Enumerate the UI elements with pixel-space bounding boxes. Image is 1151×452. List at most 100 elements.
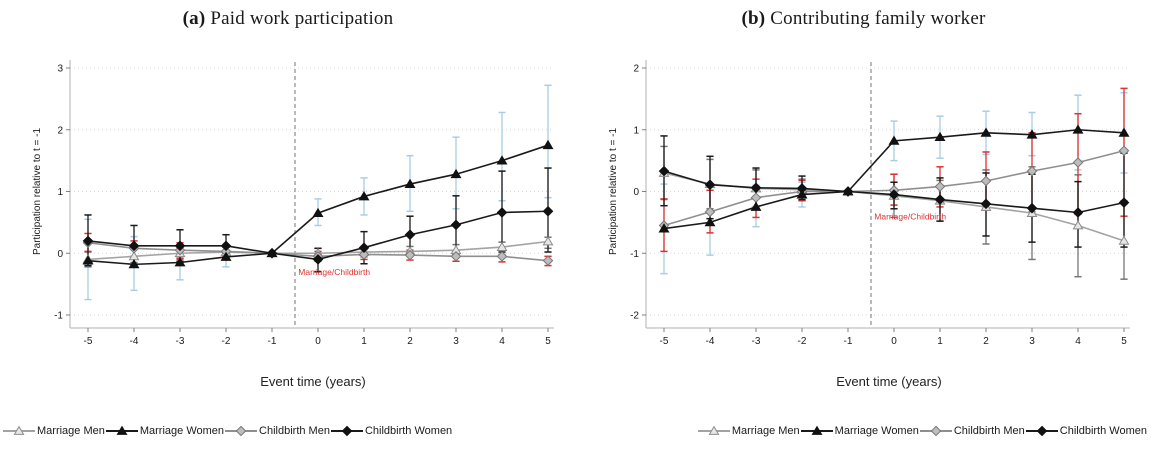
panel-paid-work: (a) Paid work participation 3 2 1 0 -1 Partic…	[0, 8, 576, 437]
x-axis: -5 -4 -3 -2 -1 0 1 2 3 4 5	[646, 327, 1130, 347]
y-tick-label: -2	[630, 311, 639, 322]
marker-marriage-women	[220, 251, 232, 261]
marker-childbirth-women	[704, 179, 716, 191]
legend-item-childbirth-women: Childbirth Women	[330, 424, 452, 437]
legend-sample-marriage-men	[697, 425, 730, 435]
marker-marriage-women	[542, 139, 554, 150]
legend-sample-childbirth-men	[225, 425, 258, 437]
marker-marriage-women	[704, 216, 716, 227]
panel-b-title-text: Contributing family worker	[770, 8, 986, 29]
legend-marker-marriage-women	[116, 425, 128, 435]
legend-sample-marriage-women	[800, 425, 833, 435]
marker-childbirth-men	[1026, 165, 1038, 177]
marker-childbirth-men	[358, 249, 370, 260]
marker-marriage-women	[404, 178, 416, 188]
legend-sample-marriage-men	[3, 425, 35, 435]
marker-marriage-women	[1072, 124, 1084, 134]
marker-childbirth-women	[1026, 202, 1038, 214]
event-annotation: Marriage/Childbirth	[298, 267, 370, 277]
marker-childbirth-women	[82, 235, 94, 247]
marker-marriage-men	[542, 236, 554, 246]
legend-marker-childbirth-men	[930, 425, 942, 437]
y-tick-label: 2	[57, 125, 63, 136]
x-tick-label: -2	[222, 336, 231, 347]
x-tick-label: -5	[84, 336, 93, 347]
panel-a-xaxis-label: Event time (years)	[260, 374, 366, 389]
marker-marriage-women	[312, 207, 324, 218]
x-tick-label: -2	[798, 336, 807, 347]
series-markers-childbirth-women	[658, 165, 1130, 218]
panel-b-xaxis-label: Event time (years)	[836, 374, 942, 389]
series-markers-childbirth-women	[82, 205, 554, 265]
legend-marker-childbirth-women	[341, 425, 353, 437]
marker-childbirth-women	[888, 189, 900, 200]
y-tick-label: 1	[633, 125, 639, 136]
x-tick-label: 4	[1075, 336, 1081, 347]
x-tick-label: 0	[891, 336, 897, 347]
legend-item-childbirth-women: Childbirth Women	[1025, 424, 1147, 437]
marker-marriage-women	[888, 135, 900, 145]
panel-a-title: (a) Paid work participation	[0, 8, 576, 30]
marker-marriage-women	[450, 168, 462, 179]
chart-canvas-paid-work: 3 2 1 0 -1 Participation relative to t = -1 -5…	[32, 60, 554, 347]
panel-family-worker: (b) Contributing family worker 2 1 0 -1 -2 Pa…	[576, 0, 1151, 452]
marker-marriage-women	[658, 223, 670, 233]
x-tick-label: 4	[499, 336, 505, 347]
y-axis: 3 2 1 0 -1 Participation relative to t = -1	[32, 60, 71, 328]
legend-item-childbirth-men: Childbirth Men	[919, 424, 1025, 437]
legend-sample-marriage-women	[105, 425, 138, 435]
x-tick-label: 5	[1121, 336, 1127, 347]
x-tick-label: 3	[453, 336, 459, 347]
legend-label-marriage-men: Marriage Men	[731, 424, 800, 437]
legend-label-childbirth-men: Childbirth Men	[259, 424, 330, 437]
marker-childbirth-women	[980, 198, 992, 210]
y-tick-label: 2	[633, 64, 639, 75]
legend-label-marriage-women: Marriage Women	[834, 424, 919, 437]
marker-childbirth-women	[174, 240, 186, 252]
legend-sample-childbirth-women	[1025, 425, 1058, 437]
marker-marriage-women	[174, 257, 186, 267]
x-tick-label: 1	[361, 336, 367, 347]
marker-marriage-men	[1072, 220, 1084, 230]
x-axis: -5 -4 -3 -2 -1 0 1 2 3 4 5	[70, 327, 554, 347]
series-markers-marriage-women	[658, 124, 1130, 233]
panel-b-legend: Marriage Men Marriage Women Childbirth Men…	[576, 424, 1151, 437]
event-annotation: Marriage/Childbirth	[874, 211, 946, 221]
marker-childbirth-men	[496, 251, 508, 262]
marker-marriage-women	[980, 127, 992, 137]
x-tick-label: 5	[545, 336, 551, 347]
marker-marriage-women	[1026, 129, 1038, 139]
marker-childbirth-women	[220, 240, 232, 252]
marker-marriage-women	[796, 189, 808, 199]
marker-childbirth-men	[542, 255, 554, 266]
legend-marker-marriage-men	[708, 425, 720, 435]
legend-sample-childbirth-women	[330, 425, 363, 437]
gridlines	[70, 67, 554, 316]
marker-childbirth-men	[450, 251, 462, 262]
marker-marriage-women	[750, 201, 762, 211]
x-tick-label: -4	[130, 336, 139, 347]
marker-childbirth-men	[1118, 145, 1130, 157]
legend-sample-childbirth-men	[919, 425, 952, 437]
marker-childbirth-women	[450, 219, 462, 231]
x-tick-label: -3	[752, 336, 761, 347]
gridlines	[646, 67, 1130, 316]
y-axis-title: Participation relative to t = -1	[32, 128, 43, 255]
x-tick-label: -5	[660, 336, 669, 347]
legend-label-childbirth-men: Childbirth Men	[953, 424, 1025, 437]
error-bars-childbirth-men	[660, 87, 1128, 253]
marker-childbirth-men	[704, 206, 716, 218]
y-tick-label: -1	[630, 249, 639, 260]
marker-childbirth-women	[658, 165, 670, 177]
marker-childbirth-women	[266, 247, 278, 259]
x-tick-label: -1	[844, 336, 853, 347]
marker-childbirth-women	[750, 182, 762, 194]
y-tick-label: 3	[57, 64, 63, 75]
marker-childbirth-men	[934, 181, 946, 192]
marker-childbirth-women	[128, 240, 140, 252]
marker-childbirth-men	[1072, 157, 1084, 168]
x-tick-label: 2	[983, 336, 989, 347]
legend-item-marriage-men: Marriage Men	[2, 424, 105, 437]
